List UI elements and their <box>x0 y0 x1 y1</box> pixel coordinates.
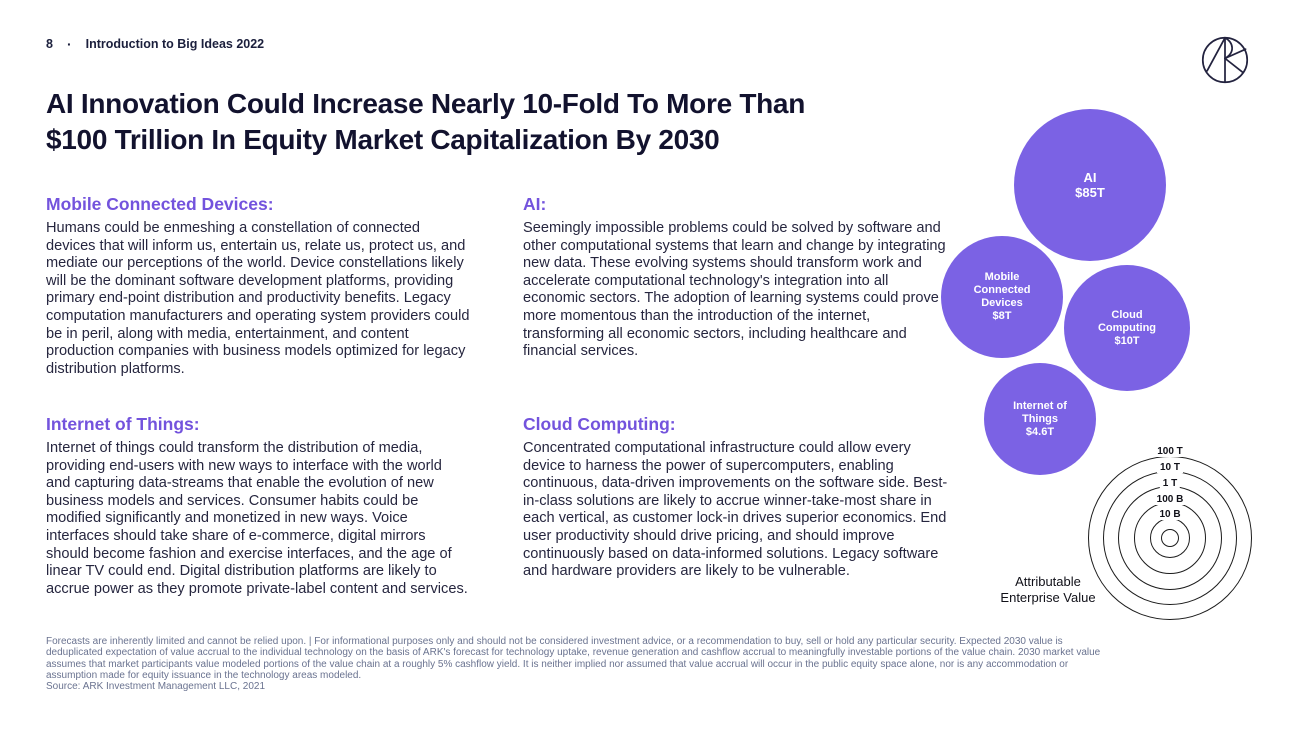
section-body: Internet of things could transform the d… <box>46 440 468 597</box>
scale-ring-label-10t: 10 T <box>1156 462 1184 473</box>
section-heading: Mobile Connected Devices: <box>46 194 274 214</box>
bubble-value: $8T <box>992 310 1012 322</box>
header-title: Introduction to Big Ideas 2022 <box>85 37 265 51</box>
section-cloud-computing: Cloud Computing: Concentrated computatio… <box>523 414 955 581</box>
section-body: Seemingly impossible problems could be s… <box>523 220 946 360</box>
ark-logo-icon <box>1199 34 1251 86</box>
disclaimer-line: assumes that market participants value m… <box>46 658 1069 670</box>
section-body: Concentrated computational infrastructur… <box>523 440 948 580</box>
bubble-label: Devices <box>981 297 1023 309</box>
section-body: Humans could be enmeshing a constellatio… <box>46 220 470 377</box>
section-ai: AI: Seemingly impossible problems could … <box>523 194 951 361</box>
bubble-label: AI <box>1083 170 1097 185</box>
bubble-cloud-computing: Cloud Computing $10T <box>1064 265 1190 391</box>
bubble-internet-of-things: Internet of Things $4.6T <box>984 363 1096 475</box>
page-title-line-1: AI Innovation Could Increase Nearly 10-F… <box>46 88 806 119</box>
bubble-label: Internet of <box>1013 399 1067 412</box>
scale-caption-line-2: Enterprise Value <box>1000 590 1096 605</box>
scale-ring-label-100b: 100 B <box>1153 494 1187 505</box>
bubble-ai: AI $85T <box>1014 109 1166 261</box>
section-heading: Internet of Things: <box>46 414 200 434</box>
bubble-label: Mobile <box>984 271 1020 283</box>
section-heading: AI: <box>523 194 547 214</box>
page-header: 8 · Introduction to Big Ideas 2022 <box>46 36 264 52</box>
bubble-value: $10T <box>1114 334 1140 347</box>
page-title: AI Innovation Could Increase Nearly 10-F… <box>46 86 946 158</box>
scale-caption-line-1: Attributable <box>1015 574 1081 589</box>
bubble-value: $85T <box>1075 185 1105 200</box>
page-title-line-2: $100 Trillion In Equity Market Capitaliz… <box>46 124 720 155</box>
bubble-mobile-connected-devices: Mobile Connected Devices $8T <box>941 236 1063 358</box>
disclaimer-line: deduplicated expectation of value accrua… <box>46 647 1101 659</box>
bubble-label: Connected <box>973 284 1031 296</box>
disclaimer-line: assumption made for equity issuance in t… <box>46 669 362 681</box>
header-separator-dot: · <box>66 36 72 52</box>
disclaimer-line: Forecasts are inherently limited and can… <box>46 636 1063 647</box>
scale-ring-label-100t: 100 T <box>1154 446 1186 457</box>
scale-ring-label-10b: 10 B <box>1156 509 1184 520</box>
bubble-label: Computing <box>1097 321 1157 334</box>
scale-ring-inner <box>1161 529 1179 547</box>
section-heading: Cloud Computing: <box>523 414 676 434</box>
scale-caption: Attributable Enterprise Value <box>982 574 1114 606</box>
section-internet-of-things: Internet of Things: Internet of things c… <box>46 414 470 598</box>
footer-disclaimer: Forecasts are inherently limited and can… <box>46 636 1264 692</box>
page-number: 8 <box>46 37 53 51</box>
scale-ring-label-1t: 1 T <box>1159 478 1181 489</box>
section-mobile-connected-devices: Mobile Connected Devices: Humans could b… <box>46 194 470 378</box>
bubble-label: Things <box>1021 412 1059 425</box>
source-line: Source: ARK Investment Management LLC, 2… <box>46 681 266 693</box>
bubble-value: $4.6T <box>1025 425 1055 438</box>
bubble-label: Cloud <box>1111 308 1143 321</box>
